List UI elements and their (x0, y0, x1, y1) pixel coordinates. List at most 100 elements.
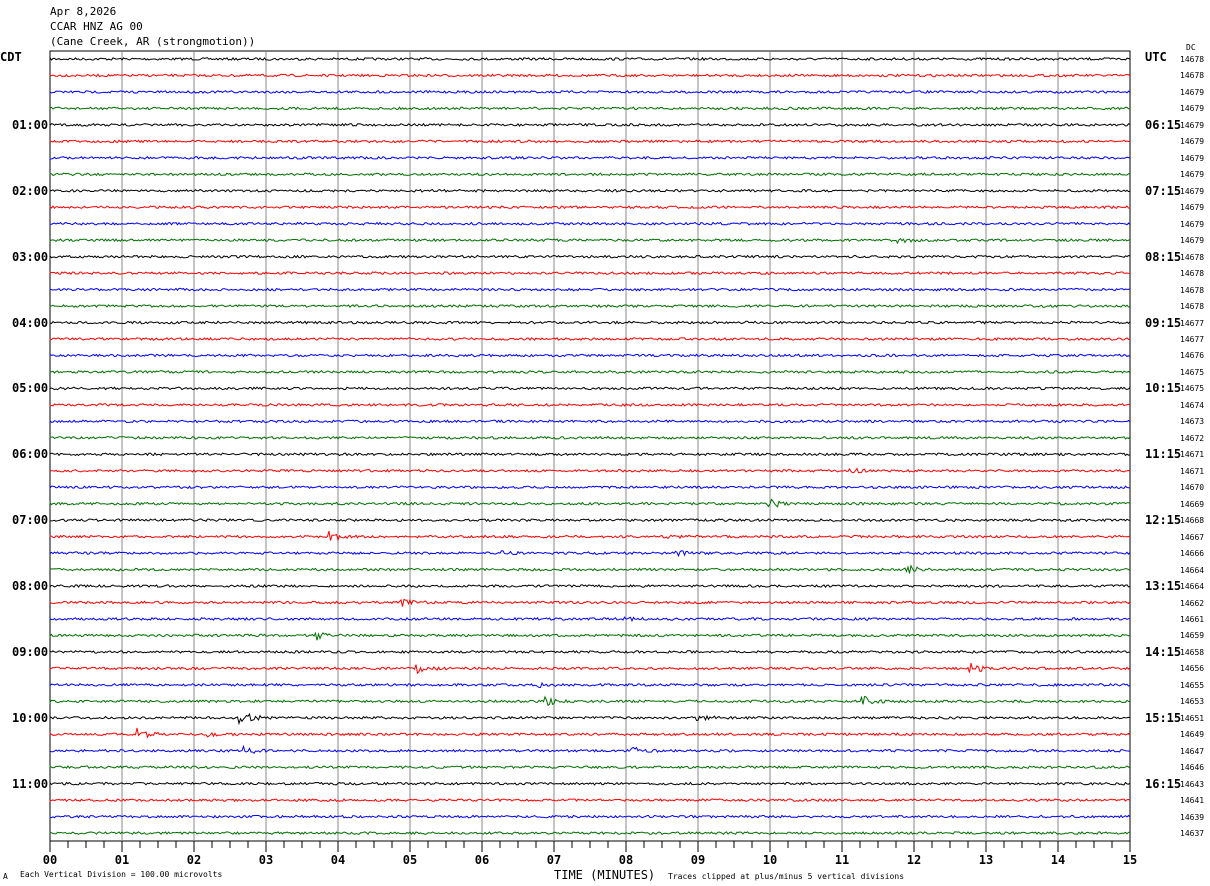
dc-value: 14678 (1180, 285, 1205, 295)
seismic-trace (49, 353, 1131, 358)
corner-mark: A (3, 872, 8, 881)
x-tick-label: 14 (1051, 853, 1065, 867)
x-tick-label: 01 (115, 853, 129, 867)
dc-value: 14676 (1180, 351, 1205, 361)
dc-value: 14656 (1180, 664, 1205, 674)
seismic-trace (49, 631, 1131, 641)
dc-value: 14677 (1180, 334, 1205, 344)
seismic-trace (49, 320, 1131, 325)
dc-value: 14641 (1180, 796, 1205, 806)
location-label: (Cane Creek, AR (strongmotion)) (50, 35, 256, 48)
dc-value: 14653 (1180, 697, 1205, 707)
x-tick-label: 07 (547, 853, 561, 867)
seismic-trace (49, 336, 1131, 341)
dc-value: 14678 (1180, 269, 1205, 279)
dc-value: 14659 (1180, 631, 1205, 641)
dc-value: 14669 (1180, 499, 1205, 509)
dc-value: 14646 (1180, 763, 1205, 773)
scale-note: Each Vertical Division = 100.00 microvol… (20, 870, 223, 879)
cdt-hour-label: 02:00 (12, 183, 49, 198)
dc-value: 14643 (1180, 779, 1205, 789)
dc-value: 14678 (1180, 252, 1205, 262)
utc-hour-label: 14:15 (1145, 644, 1182, 659)
seismic-trace (49, 287, 1131, 292)
dc-value: 14662 (1180, 598, 1205, 608)
seismic-trace (49, 695, 1131, 707)
utc-hour-label: 13:15 (1145, 579, 1182, 594)
seismic-trace (50, 467, 1131, 474)
x-tick-label: 02 (187, 853, 201, 867)
clip-note: Traces clipped at plus/minus 5 vertical … (668, 872, 905, 881)
seismic-trace (49, 435, 1131, 440)
seismic-trace (49, 304, 1131, 309)
seismic-trace (49, 172, 1131, 177)
x-tick-label: 09 (691, 853, 705, 867)
seismic-trace (49, 188, 1131, 193)
dc-value: 14668 (1180, 516, 1205, 526)
seismic-trace (49, 89, 1131, 94)
dc-value: 14679 (1180, 104, 1205, 114)
seismic-trace (49, 419, 1131, 424)
seismic-trace (49, 254, 1131, 259)
seismic-trace (49, 386, 1131, 391)
dc-value: 14675 (1180, 384, 1205, 394)
cdt-hour-label: 05:00 (12, 381, 49, 396)
x-tick-label: 13 (979, 853, 993, 867)
dc-value: 14655 (1180, 680, 1205, 690)
dc-value: 14677 (1180, 318, 1205, 328)
x-axis-label: TIME (MINUTES) (554, 868, 656, 882)
seismic-trace (49, 781, 1131, 786)
seismic-trace (49, 122, 1131, 127)
utc-hour-label: 09:15 (1145, 315, 1182, 330)
seismic-trace (49, 518, 1131, 523)
utc-hour-label: 12:15 (1145, 513, 1182, 528)
dc-value: 14678 (1180, 55, 1205, 64)
seismic-trace (49, 798, 1131, 803)
dc-value: 14666 (1180, 549, 1205, 559)
seismic-trace (49, 498, 1131, 508)
x-tick-label: 10 (763, 853, 777, 867)
seismic-trace (49, 205, 1131, 210)
x-tick-label: 12 (907, 853, 921, 867)
seismic-trace (49, 616, 1130, 623)
seismic-trace (49, 649, 1130, 654)
x-tick-label: 04 (331, 853, 345, 867)
dc-value: 14679 (1180, 87, 1205, 97)
dc-value: 14679 (1180, 219, 1205, 229)
cdt-hour-label: 06:00 (12, 447, 49, 462)
dc-header: DC (1186, 43, 1196, 52)
cdt-hour-label: 08:00 (12, 579, 49, 594)
seismic-trace (49, 583, 1131, 589)
dc-value: 14664 (1180, 582, 1205, 592)
seismic-trace (49, 831, 1131, 836)
seismic-trace (49, 106, 1130, 111)
cdt-hour-label: 04:00 (12, 315, 49, 330)
dc-value: 14675 (1180, 367, 1205, 377)
dc-value: 14670 (1180, 483, 1205, 493)
dc-value: 14672 (1180, 433, 1205, 443)
seismic-trace (49, 73, 1131, 78)
dc-value: 14679 (1180, 236, 1205, 246)
dc-value: 14679 (1180, 153, 1205, 163)
utc-hour-label: 07:15 (1145, 183, 1182, 198)
dc-value: 14674 (1180, 400, 1205, 410)
seismic-trace (49, 564, 1131, 574)
dc-value: 14671 (1180, 466, 1205, 476)
date-label: Apr 8,2026 (50, 5, 117, 18)
seismic-trace (49, 155, 1131, 160)
seismic-trace (49, 221, 1131, 226)
x-tick-label: 00 (43, 853, 57, 867)
seismic-trace (49, 550, 1131, 558)
dc-value: 14679 (1180, 203, 1205, 213)
seismic-trace (49, 238, 1131, 245)
cdt-hour-label: 11:00 (12, 776, 49, 791)
dc-value: 14671 (1180, 450, 1205, 460)
cdt-hour-label: 03:00 (12, 249, 49, 264)
utc-hour-label: 06:15 (1145, 117, 1182, 132)
dc-value: 14679 (1180, 137, 1205, 147)
x-tick-label: 06 (475, 853, 489, 867)
seismic-trace (49, 662, 1131, 675)
seismic-trace (49, 814, 1131, 819)
utc-hour-label: 08:15 (1145, 249, 1182, 264)
